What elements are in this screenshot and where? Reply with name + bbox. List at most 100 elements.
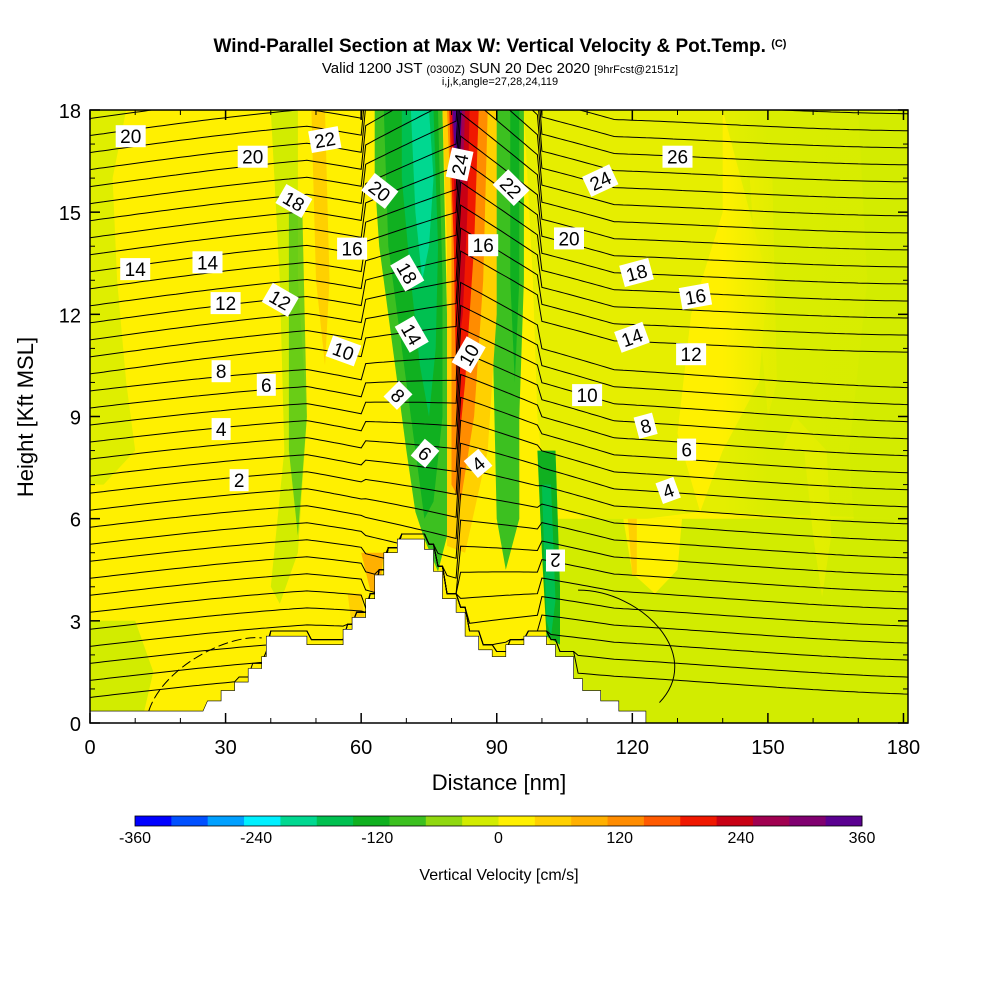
contour-label-box: [210, 292, 241, 315]
theta-contour: [90, 467, 908, 540]
colorbar-swatch: [389, 816, 427, 826]
y-tick-label: 0: [70, 714, 81, 736]
w-region-left-upper: [90, 110, 136, 485]
forecast-info: [9hrFcst@2151z]: [594, 64, 679, 76]
w-fade-right: [722, 110, 908, 723]
chart-title: Wind-Parallel Section at Max W: Vertical…: [213, 36, 787, 57]
colorbar-swatch: [462, 816, 499, 826]
contour-label-text: 14: [197, 253, 219, 274]
colorbar-frame: [134, 815, 863, 827]
theta-contour: [90, 442, 908, 518]
contour-label-text: 20: [558, 229, 579, 250]
y-tick-label: 6: [70, 510, 81, 532]
y-tick-label: 9: [70, 408, 81, 430]
colorbar-tick-label: 360: [849, 830, 876, 847]
theta-contour: [90, 304, 908, 409]
contour-label-box: [614, 321, 650, 353]
contour-label-text: 24: [449, 152, 474, 177]
contour-label-text: 16: [683, 286, 707, 310]
colorbar-swatch: [353, 816, 390, 826]
theta-contour: [90, 250, 908, 375]
colorbar-tick-label: -120: [361, 830, 393, 847]
contour-label-box: [451, 336, 486, 374]
contour-label: 20: [237, 145, 268, 169]
colorbar-tick-label: 240: [727, 830, 754, 847]
theta-contour: [90, 493, 908, 559]
contour-label-box: [655, 476, 681, 505]
contour-label-text: 20: [120, 127, 141, 148]
colorbar-swatch: [316, 816, 354, 826]
contour-label-text: 6: [681, 441, 692, 462]
contour-label: 16: [678, 282, 713, 310]
y-tick-label: 3: [70, 612, 81, 634]
colorbar-swatch: [716, 816, 754, 826]
colorbar-swatch: [680, 816, 717, 826]
colorbar-label: Vertical Velocity [cm/s]: [419, 867, 578, 884]
theta-contour: [90, 419, 908, 495]
chart-subtitle: Valid 1200 JST (0300Z) SUN 20 Dec 2020 […: [0, 60, 1000, 77]
contour-label-text: 4: [216, 420, 227, 441]
y-axis: 0 3 6 9 12 15 18: [59, 101, 908, 736]
contour-label: 8: [211, 360, 231, 383]
colorbar-swatch: [207, 816, 245, 826]
contour-label: 10: [572, 384, 603, 407]
contour-label-box: [115, 125, 146, 148]
colorbar-swatch: [244, 816, 281, 826]
colorbar-swatch: [752, 816, 790, 826]
theta-contour-low-right: [578, 589, 676, 703]
contour-label: 6: [256, 373, 276, 397]
contour-label-text: 22: [313, 129, 337, 153]
theta-contour: [90, 533, 908, 664]
contour-label-box: [237, 145, 268, 168]
colorbar-swatch: [825, 816, 863, 826]
contour-label: 20: [115, 125, 146, 148]
theta-contour: [90, 373, 908, 460]
theta-contour: [90, 533, 908, 630]
contour-label: 8: [633, 412, 658, 439]
contour-label-box: [492, 169, 530, 206]
valid-utc: (0300Z): [426, 64, 465, 76]
theta-contour: [90, 327, 908, 426]
contour-label-box: [633, 412, 658, 439]
y-tick-label: 12: [59, 305, 81, 327]
contour-label-box: [390, 254, 425, 292]
contour-label-text: 26: [667, 148, 688, 169]
valid-date: SUN 20 Dec 2020: [469, 60, 590, 77]
contour-label: 26: [662, 145, 693, 169]
theta-contours: [90, 110, 908, 712]
colorbar-swatch: [425, 816, 463, 826]
contour-label-text: 10: [577, 386, 598, 407]
theta-contour: [90, 533, 908, 595]
colorbar-swatch: [171, 816, 209, 826]
colorbar-swatch: [571, 816, 608, 826]
contour-label: 6: [410, 438, 440, 468]
x-tick-label: 0: [84, 737, 95, 759]
y-axis-label: Height [Kft MSL]: [13, 337, 38, 497]
theta-contour: [90, 110, 908, 154]
colorbar-swatch: [280, 816, 318, 826]
w-pocket-right-1: [623, 518, 682, 594]
contour-label-box: [337, 237, 368, 260]
theta-contour: [90, 533, 908, 613]
contour-label-box: [410, 438, 440, 468]
theta-contour: [90, 110, 908, 222]
contour-label: 4: [463, 448, 493, 478]
contour-label-text: 14: [125, 260, 147, 281]
contour-label-box: [383, 380, 413, 410]
contour-label-box: [229, 469, 249, 492]
contour-label-box: [192, 251, 223, 274]
theta-contour: [90, 533, 908, 596]
theta-contour: [90, 533, 908, 647]
x-tick-label: 150: [751, 737, 784, 759]
contour-label-box: [468, 234, 499, 257]
contour-label-box: [394, 315, 429, 353]
theta-contour: [90, 110, 908, 256]
contour-label-text: 20: [242, 148, 263, 169]
contour-label-box: [676, 343, 707, 366]
contour-label: 12: [676, 343, 707, 366]
w-downdraft-inner: [410, 110, 434, 281]
title-mark: (C): [771, 38, 787, 50]
theta-contour: [90, 112, 908, 273]
theta-contour-low-left: [148, 637, 262, 712]
